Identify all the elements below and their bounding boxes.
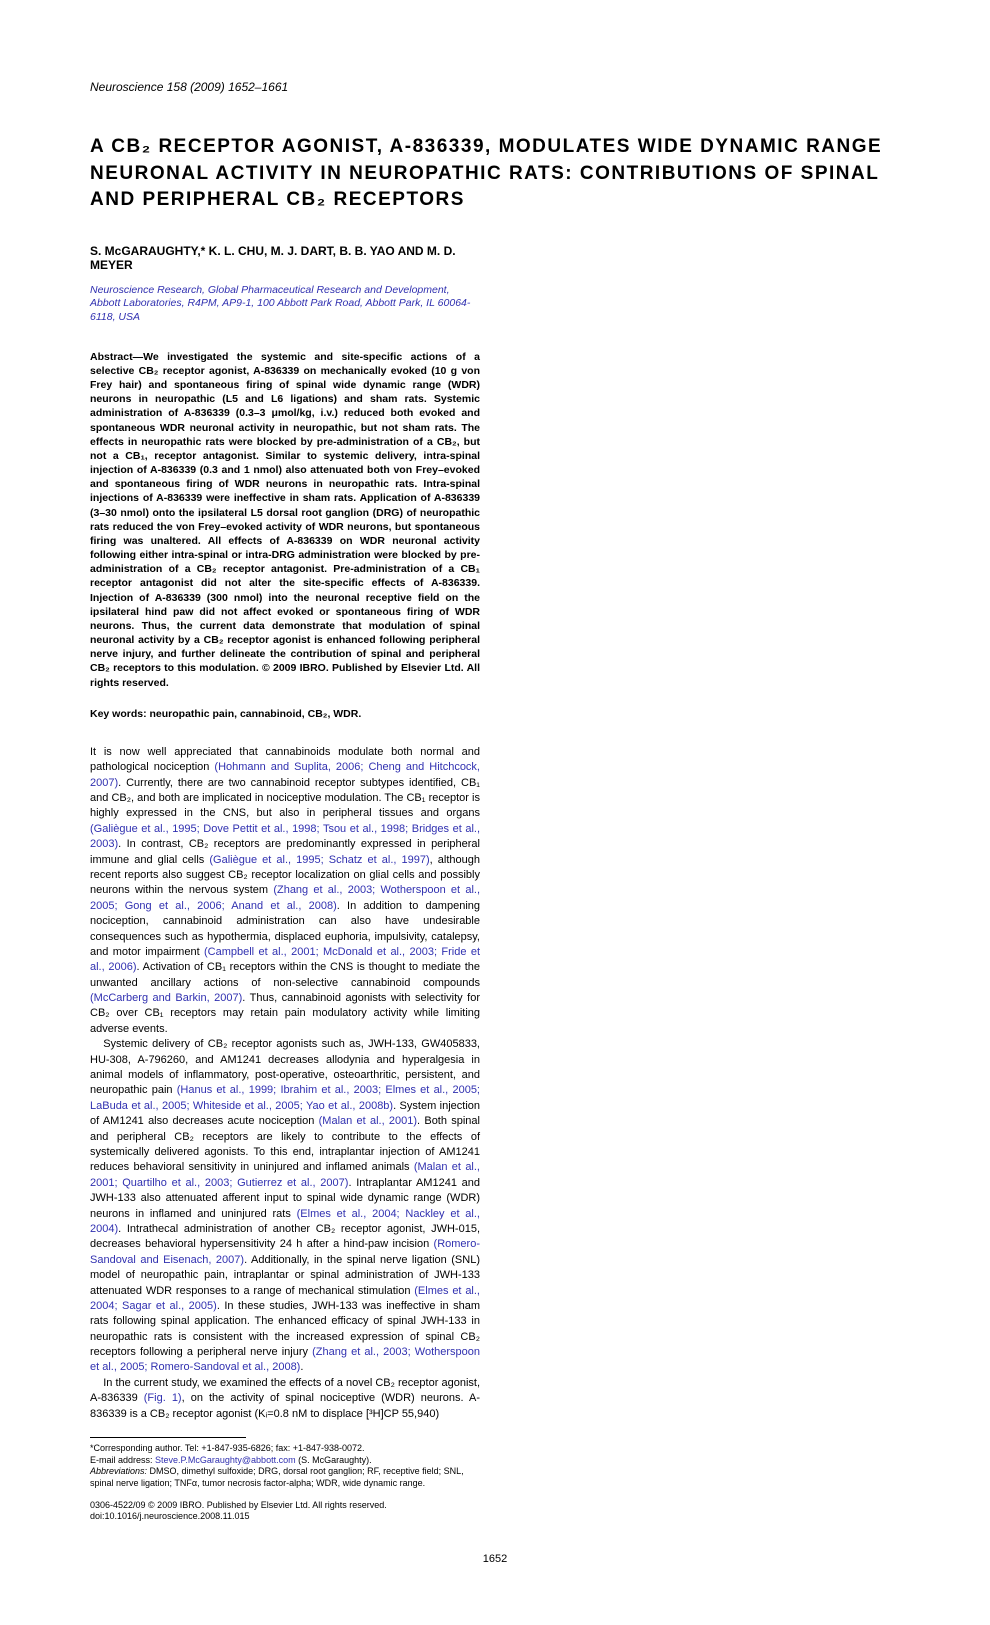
email-suffix: (S. McGaraughty).	[296, 1455, 372, 1465]
footnotes: *Corresponding author. Tel: +1-847-935-6…	[90, 1443, 480, 1490]
corresponding-author: *Corresponding author. Tel: +1-847-935-6…	[90, 1443, 480, 1455]
citation-link[interactable]: (McCarberg and Barkin, 2007)	[90, 992, 242, 1004]
paragraph-3: In the current study, we examined the ef…	[90, 1376, 480, 1422]
email-line: E-mail address: Steve.P.McGaraughty@abbo…	[90, 1455, 480, 1467]
doi-line: doi:10.1016/j.neuroscience.2008.11.015	[90, 1511, 480, 1523]
footnote-block: *Corresponding author. Tel: +1-847-935-6…	[90, 1437, 480, 1523]
journal-header: Neuroscience 158 (2009) 1652–1661	[90, 80, 900, 94]
citation-link[interactable]: (Malan et al., 2001)	[319, 1115, 417, 1127]
p1-text: . Currently, there are two cannabinoid r…	[90, 777, 480, 820]
footnote-separator	[90, 1437, 246, 1438]
doi-block: 0306-4522/09 © 2009 IBRO. Published by E…	[90, 1500, 480, 1523]
paragraph-2: Systemic delivery of CB₂ receptor agonis…	[90, 1037, 480, 1376]
abbrev-label: Abbreviations:	[90, 1466, 147, 1476]
article-title: A CB₂ RECEPTOR AGONIST, A-836339, MODULA…	[90, 134, 900, 214]
journal-name: Neuroscience	[90, 80, 163, 94]
figure-link[interactable]: (Fig. 1)	[144, 1392, 182, 1404]
affiliation: Neuroscience Research, Global Pharmaceut…	[90, 284, 480, 325]
copyright-line: 0306-4522/09 © 2009 IBRO. Published by E…	[90, 1500, 480, 1512]
body-text: It is now well appreciated that cannabin…	[90, 745, 480, 1422]
abstract: Abstract—We investigated the systemic an…	[90, 350, 480, 690]
abbreviations: Abbreviations: DMSO, dimethyl sulfoxide;…	[90, 1466, 480, 1489]
p2-text: .	[300, 1361, 303, 1373]
email-link[interactable]: Steve.P.McGaraughty@abbott.com	[155, 1455, 296, 1465]
p1-text: . Activation of CB₁ receptors within the…	[90, 961, 480, 988]
journal-citation: 158 (2009) 1652–1661	[167, 80, 288, 94]
email-label: E-mail address:	[90, 1455, 155, 1465]
two-column-body: S. McGARAUGHTY,* K. L. CHU, M. J. DART, …	[90, 244, 900, 1523]
p2-text: . Intrathecal administration of another …	[90, 1223, 480, 1250]
citation-link[interactable]: (Galiègue et al., 1995; Schatz et al., 1…	[209, 854, 429, 866]
paragraph-1: It is now well appreciated that cannabin…	[90, 745, 480, 1037]
page-number: 1652	[90, 1553, 900, 1565]
authors-list: S. McGARAUGHTY,* K. L. CHU, M. J. DART, …	[90, 244, 480, 272]
keywords: Key words: neuropathic pain, cannabinoid…	[90, 708, 480, 720]
